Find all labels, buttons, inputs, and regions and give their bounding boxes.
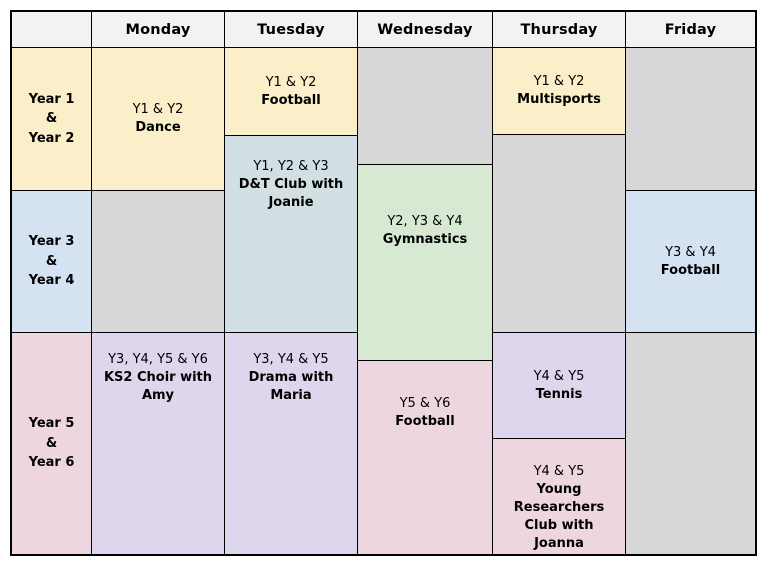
year-group-label-year5-year6: Year 5 & Year 6: [12, 333, 92, 554]
activity-name: Dance: [135, 120, 181, 135]
activity-cell-tuesday-dt-club[interactable]: Y1, Y2 & Y3 D&T Club with Joanie: [225, 136, 358, 333]
activity-cell-friday-football[interactable]: Y3 & Y4 Football: [626, 191, 755, 333]
activity-years: Y3 & Y4: [665, 244, 716, 260]
empty-cell-thursday-middle: [493, 135, 626, 333]
activity-cell-tuesday-football[interactable]: Y1 & Y2 Football: [225, 48, 358, 136]
activity-cell-wednesday-football[interactable]: Y5 & Y6 Football: [358, 361, 493, 554]
day-header-monday: Monday: [92, 12, 225, 48]
empty-cell-friday-bottom: [626, 333, 755, 554]
activity-years: Y2, Y3 & Y4: [387, 214, 463, 229]
day-header-label: Wednesday: [377, 21, 473, 38]
activity-cell-monday-ks2-choir[interactable]: Y3, Y4, Y5 & Y6 KS2 Choir with Amy: [92, 333, 225, 554]
activity-years: Y1 & Y2: [265, 74, 317, 90]
activity-cell-monday-dance[interactable]: Y1 & Y2 Dance: [92, 48, 225, 191]
activity-name: Tennis: [535, 386, 583, 402]
empty-cell-wednesday-top: [358, 48, 493, 165]
day-header-label: Monday: [125, 21, 191, 38]
activity-name: D&T Club with Joanie: [238, 176, 344, 210]
day-header-friday: Friday: [626, 12, 755, 48]
activity-name: Football: [261, 92, 321, 108]
empty-cell-friday-top: [626, 48, 755, 191]
activity-years: Y3, Y4 & Y5: [253, 352, 329, 367]
activity-name: Football: [395, 413, 455, 429]
activity-years: Y5 & Y6: [399, 396, 451, 411]
activity-name: Multisports: [517, 92, 601, 107]
day-header-tuesday: Tuesday: [225, 12, 358, 48]
timetable-grid: Monday Tuesday Wednesday Thursday Friday…: [10, 10, 757, 556]
day-header-label: Friday: [664, 21, 717, 38]
activity-cell-wednesday-gymnastics[interactable]: Y2, Y3 & Y4 Gymnastics: [358, 165, 493, 361]
activity-years: Y3, Y4, Y5 & Y6: [108, 352, 208, 367]
activity-years: Y4 & Y5: [533, 464, 585, 479]
activity-name: Gymnastics: [382, 231, 468, 247]
activity-years: Y1 & Y2: [132, 102, 184, 118]
activity-name: Football: [660, 262, 721, 278]
activity-years: Y4 & Y5: [533, 368, 585, 384]
activity-cell-thursday-young-researchers[interactable]: Y4 & Y5 Young Researchers Club with Joan…: [493, 439, 626, 554]
activity-name: KS2 Choir with Amy: [103, 369, 213, 403]
activity-years: Y1, Y2 & Y3: [253, 159, 329, 174]
corner-header: [12, 12, 92, 48]
year-group-label-year3-year4: Year 3 & Year 4: [12, 191, 92, 333]
activity-cell-thursday-multisports[interactable]: Y1 & Y2 Multisports: [493, 48, 626, 135]
year-group-text: Year 3 & Year 4: [28, 234, 75, 289]
day-header-thursday: Thursday: [493, 12, 626, 48]
day-header-wednesday: Wednesday: [358, 12, 493, 48]
activity-name: Drama with Maria: [248, 369, 334, 403]
activity-name: Young Researchers Club with Joanna: [513, 481, 605, 551]
empty-cell-monday-y34: [92, 191, 225, 333]
day-header-label: Tuesday: [257, 21, 325, 38]
year-group-label-year1-year2: Year 1 & Year 2: [12, 48, 92, 191]
activity-years: Y1 & Y2: [533, 74, 585, 90]
year-group-text: Year 1 & Year 2: [28, 91, 75, 146]
year-group-text: Year 5 & Year 6: [28, 416, 75, 471]
day-header-label: Thursday: [520, 21, 598, 38]
activity-cell-thursday-tennis[interactable]: Y4 & Y5 Tennis: [493, 333, 626, 439]
activity-cell-tuesday-drama[interactable]: Y3, Y4 & Y5 Drama with Maria: [225, 333, 358, 554]
